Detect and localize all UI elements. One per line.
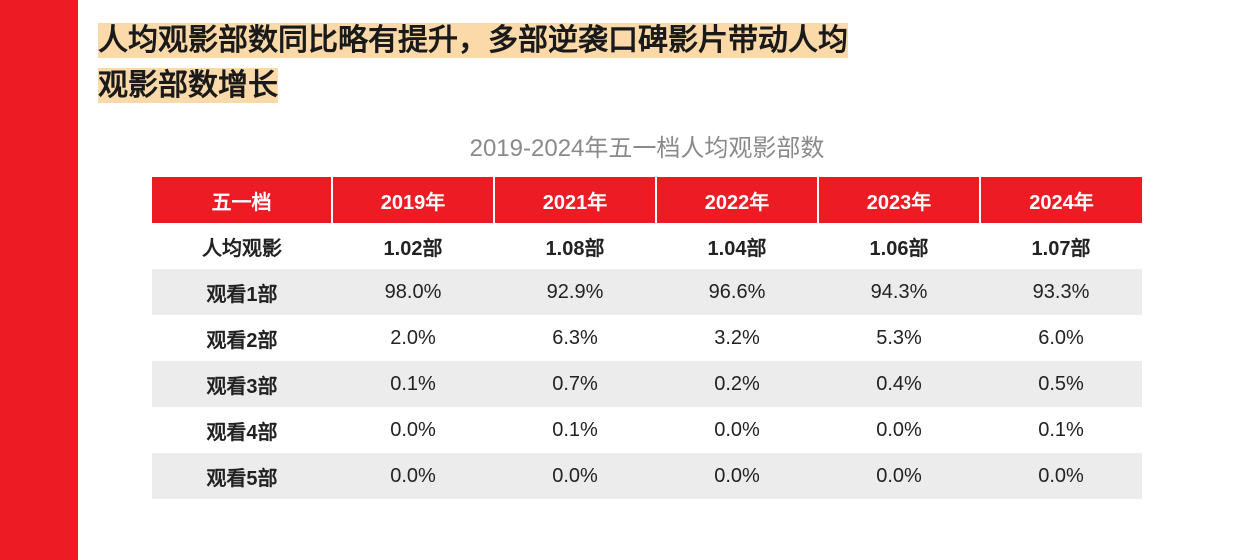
row-value-cell: 0.4%	[818, 361, 980, 407]
table-header-cell: 2023年	[818, 177, 980, 223]
row-value-cell: 94.3%	[818, 269, 980, 315]
table-row: 观看3部0.1%0.7%0.2%0.4%0.5%	[152, 361, 1142, 407]
table-header-cell: 2019年	[332, 177, 494, 223]
heading-line-1: 人均观影部数同比略有提升，多部逆袭口碑影片带动人均	[98, 23, 848, 58]
row-value-cell: 1.08部	[494, 223, 656, 269]
row-value-cell: 0.5%	[980, 361, 1142, 407]
row-value-cell: 6.3%	[494, 315, 656, 361]
row-value-cell: 0.0%	[494, 453, 656, 499]
row-value-cell: 1.02部	[332, 223, 494, 269]
row-value-cell: 1.07部	[980, 223, 1142, 269]
row-value-cell: 3.2%	[656, 315, 818, 361]
row-value-cell: 0.0%	[818, 407, 980, 453]
table-body: 人均观影1.02部1.08部1.04部1.06部1.07部观看1部98.0%92…	[152, 223, 1142, 499]
row-value-cell: 0.0%	[818, 453, 980, 499]
row-label-cell: 观看1部	[152, 269, 332, 315]
table-head: 五一档2019年2021年2022年2023年2024年	[152, 177, 1142, 223]
row-value-cell: 0.1%	[494, 407, 656, 453]
data-table: 五一档2019年2021年2022年2023年2024年 人均观影1.02部1.…	[152, 177, 1142, 499]
row-value-cell: 92.9%	[494, 269, 656, 315]
row-value-cell: 0.0%	[332, 453, 494, 499]
row-value-cell: 98.0%	[332, 269, 494, 315]
row-value-cell: 0.7%	[494, 361, 656, 407]
table-header-cell: 2022年	[656, 177, 818, 223]
row-value-cell: 6.0%	[980, 315, 1142, 361]
row-label-cell: 观看4部	[152, 407, 332, 453]
row-label-cell: 人均观影	[152, 223, 332, 269]
row-value-cell: 0.0%	[656, 453, 818, 499]
row-value-cell: 96.6%	[656, 269, 818, 315]
row-value-cell: 93.3%	[980, 269, 1142, 315]
table-header-cell: 五一档	[152, 177, 332, 223]
content-area: 人均观影部数同比略有提升，多部逆袭口碑影片带动人均 观影部数增长 2019-20…	[78, 0, 1236, 560]
row-label-cell: 观看5部	[152, 453, 332, 499]
table-row: 观看1部98.0%92.9%96.6%94.3%93.3%	[152, 269, 1142, 315]
row-value-cell: 0.2%	[656, 361, 818, 407]
table-header-row: 五一档2019年2021年2022年2023年2024年	[152, 177, 1142, 223]
row-value-cell: 0.0%	[332, 407, 494, 453]
row-value-cell: 0.0%	[656, 407, 818, 453]
row-value-cell: 0.1%	[332, 361, 494, 407]
row-value-cell: 5.3%	[818, 315, 980, 361]
table-row: 观看5部0.0%0.0%0.0%0.0%0.0%	[152, 453, 1142, 499]
row-value-cell: 0.0%	[980, 453, 1142, 499]
page-root: 人均观影部数同比略有提升，多部逆袭口碑影片带动人均 观影部数增长 2019-20…	[0, 0, 1236, 560]
table-row: 观看2部2.0%6.3%3.2%5.3%6.0%	[152, 315, 1142, 361]
left-red-bar	[0, 0, 78, 560]
heading-line-2: 观影部数增长	[98, 68, 278, 103]
page-heading: 人均观影部数同比略有提升，多部逆袭口碑影片带动人均 观影部数增长	[98, 18, 1196, 108]
row-value-cell: 1.04部	[656, 223, 818, 269]
row-value-cell: 0.1%	[980, 407, 1142, 453]
row-label-cell: 观看3部	[152, 361, 332, 407]
table-header-cell: 2021年	[494, 177, 656, 223]
table-row: 观看4部0.0%0.1%0.0%0.0%0.1%	[152, 407, 1142, 453]
row-value-cell: 2.0%	[332, 315, 494, 361]
row-label-cell: 观看2部	[152, 315, 332, 361]
table-row: 人均观影1.02部1.08部1.04部1.06部1.07部	[152, 223, 1142, 269]
table-header-cell: 2024年	[980, 177, 1142, 223]
table-title: 2019-2024年五一档人均观影部数	[98, 128, 1196, 163]
row-value-cell: 1.06部	[818, 223, 980, 269]
